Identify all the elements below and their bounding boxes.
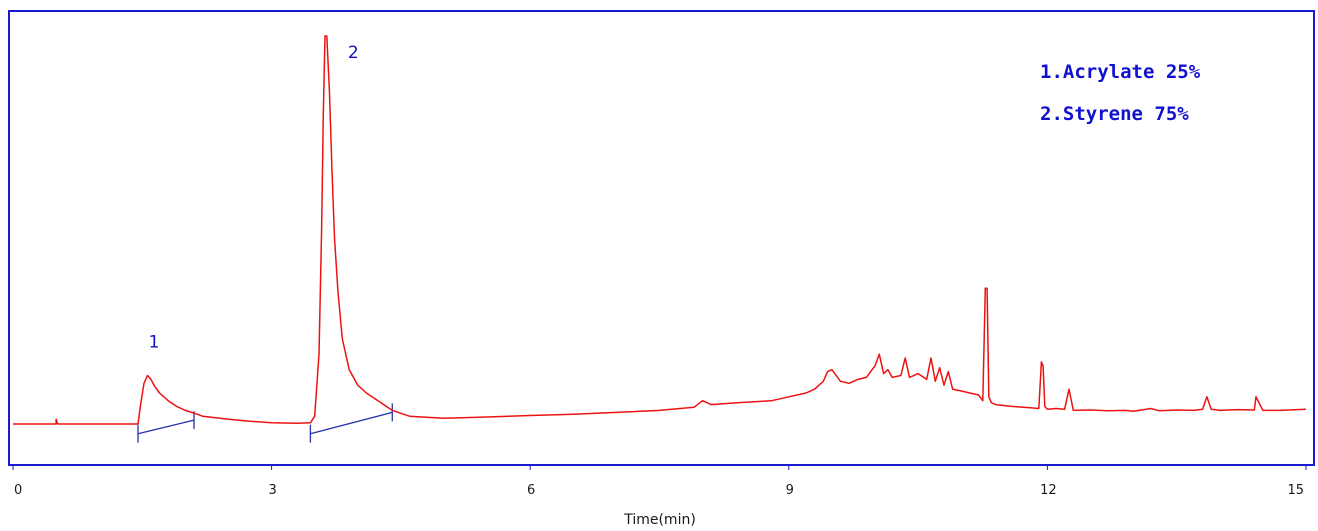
x-tick-label: 9 — [786, 483, 794, 498]
legend-entry-2: 2.Styrene 75% — [1040, 103, 1189, 125]
chromatogram-trace — [13, 35, 1307, 425]
x-axis-title: Time(min) — [623, 512, 696, 528]
x-tick-label: 12 — [1040, 483, 1057, 498]
x-tick-label: 3 — [268, 483, 276, 498]
x-tick-label: 15 — [1287, 483, 1304, 498]
legend-entry-1: 1.Acrylate 25% — [1040, 61, 1201, 83]
integration-baseline-2 — [310, 411, 393, 435]
integration-baselines — [137, 403, 393, 443]
x-tick-label: 0 — [14, 483, 22, 498]
plot-frame — [8, 10, 1315, 466]
peak-label-2: 2 — [348, 43, 359, 63]
peak-labels: 12 — [149, 43, 359, 353]
integration-baseline-1 — [137, 419, 195, 435]
peak-label-1: 1 — [149, 333, 160, 353]
x-tick-label: 6 — [527, 483, 535, 498]
x-axis-ticks: 0 3 6 9 12 15 — [12, 465, 1307, 498]
